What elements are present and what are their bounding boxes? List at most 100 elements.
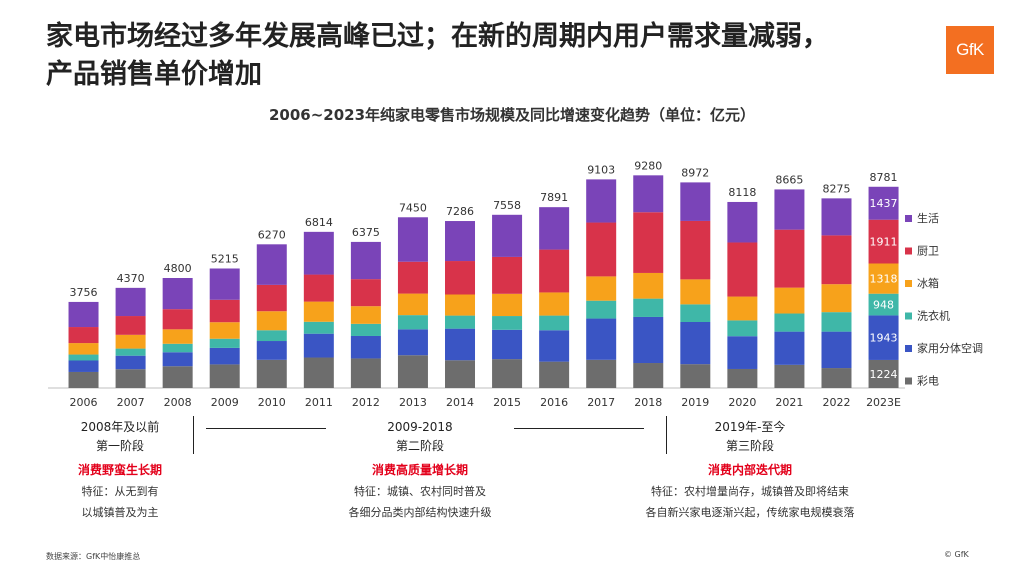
slide-title-line2: 产品销售单价增加 — [46, 59, 262, 90]
bar-segment — [492, 316, 523, 330]
bar-segment — [162, 343, 193, 353]
x-tick-label: 2011 — [305, 396, 333, 409]
gfk-logo: GfK — [946, 26, 994, 74]
bar-segment — [303, 321, 334, 334]
bar-segment — [821, 368, 852, 388]
bar-segment — [680, 322, 711, 365]
stage-2-sub: 第二阶段 — [395, 439, 444, 453]
stage-1-note-line1: 特征：从无到有 — [81, 485, 159, 498]
bar-segment — [680, 304, 711, 322]
total-value-label: 8665 — [775, 173, 803, 186]
bar-segment — [397, 355, 428, 388]
bar-segment — [68, 354, 99, 361]
total-value-label: 9103 — [587, 163, 615, 176]
segment-value-label: 1318 — [870, 273, 898, 286]
stage-1-phase: 消费野蛮生长期 — [77, 463, 162, 477]
bar-segment — [68, 343, 99, 355]
bar-segment — [821, 284, 852, 313]
total-value-label: 6270 — [258, 228, 286, 241]
bar-segment — [727, 201, 758, 243]
bar-segment — [680, 279, 711, 305]
bar-segment — [397, 217, 428, 262]
bar-segment — [350, 323, 381, 336]
stage-3-phase: 消费内部迭代期 — [707, 463, 792, 477]
bar-segment — [115, 334, 146, 349]
bar-segment — [633, 363, 664, 388]
legend-swatch — [905, 280, 912, 287]
stage-2-phase: 消费高质量增长期 — [371, 463, 468, 477]
bar-segment — [774, 364, 805, 388]
x-tick-label: 2021 — [775, 396, 803, 409]
bar-segment — [492, 329, 523, 360]
x-tick-label: 2015 — [493, 396, 521, 409]
bar-segment — [680, 364, 711, 388]
total-value-label: 4800 — [164, 262, 192, 275]
bar-segment — [774, 229, 805, 288]
bar-segment — [774, 331, 805, 365]
legend-label: 厨卫 — [917, 245, 939, 258]
stage-1-note-line2: 以城镇普及为主 — [81, 506, 159, 519]
bar-segment — [821, 235, 852, 285]
legend-label: 洗衣机 — [917, 309, 950, 323]
bar-segment — [821, 312, 852, 332]
segment-value-label: 1224 — [870, 368, 898, 381]
bar-segment — [256, 330, 287, 342]
bar-segment — [445, 294, 476, 316]
bar-segment — [727, 320, 758, 337]
total-value-label: 7450 — [399, 201, 427, 214]
bar-segment — [162, 278, 193, 310]
bar-segment — [209, 338, 240, 348]
total-value-label: 8118 — [728, 186, 756, 199]
stage-3-note-line2: 各自新兴家电逐渐兴起，传统家电规模衰落 — [645, 506, 855, 519]
bar-segment — [115, 348, 146, 356]
legend-swatch — [905, 377, 912, 385]
bar-segment — [821, 198, 852, 236]
stage-3-note-line1: 特征：农村增量尚存，城镇普及即将结束 — [651, 485, 849, 498]
bar-segment — [586, 359, 617, 388]
bar-segment — [256, 341, 287, 360]
stage-2-note: 特征：城镇、农村同时普及 各细分品类内部结构快速升级 — [300, 481, 540, 523]
x-tick-label: 2006 — [70, 396, 98, 409]
bar-segment — [445, 328, 476, 361]
x-tick-label: 2007 — [117, 396, 145, 409]
x-tick-label: 2008 — [164, 396, 192, 409]
legend-swatch — [905, 215, 912, 222]
bar-segment — [68, 327, 99, 344]
stage-2-line-right — [514, 428, 644, 429]
bar-segment — [774, 313, 805, 332]
total-value-label: 6814 — [305, 216, 333, 229]
segment-value-label: 1943 — [870, 332, 898, 345]
x-tick-label: 2023E — [866, 396, 901, 409]
bar-segment — [256, 244, 287, 285]
legend-label: 冰箱 — [917, 276, 939, 290]
legend-label: 家用分体空调 — [917, 341, 983, 355]
bar-segment — [209, 347, 240, 365]
bar-segment — [492, 214, 523, 257]
bar-segment — [162, 309, 193, 330]
x-tick-label: 2013 — [399, 396, 427, 409]
bar-segment — [397, 315, 428, 330]
stage-2-note-line2: 各细分品类内部结构快速升级 — [348, 506, 492, 519]
slide-title: 家电市场经过多年发展高峰已过；在新的周期内用户需求量减弱， 产品销售单价增加 — [46, 18, 926, 94]
total-value-label: 5215 — [211, 252, 239, 265]
bar-segment — [868, 219, 899, 264]
bar-segment — [209, 322, 240, 339]
segment-value-label: 948 — [873, 299, 894, 312]
x-tick-label: 2017 — [587, 396, 615, 409]
bar-segment — [397, 329, 428, 356]
bar-segment — [303, 274, 334, 302]
stage-1-sub: 第一阶段 — [95, 439, 144, 453]
stage-3-name: 2019年-至今 — [714, 420, 786, 434]
legend-swatch — [905, 247, 912, 255]
bar-segment — [492, 293, 523, 317]
segment-value-label: 1437 — [870, 197, 898, 210]
bar-segment — [350, 279, 381, 307]
bar-segment — [492, 359, 523, 388]
bar-segment — [162, 329, 193, 344]
bar-segment — [539, 330, 570, 362]
bar-segment — [633, 272, 664, 299]
bar-segment — [256, 284, 287, 312]
bar-segment — [397, 261, 428, 294]
bar-segment — [162, 366, 193, 388]
bar-segment — [868, 186, 899, 220]
